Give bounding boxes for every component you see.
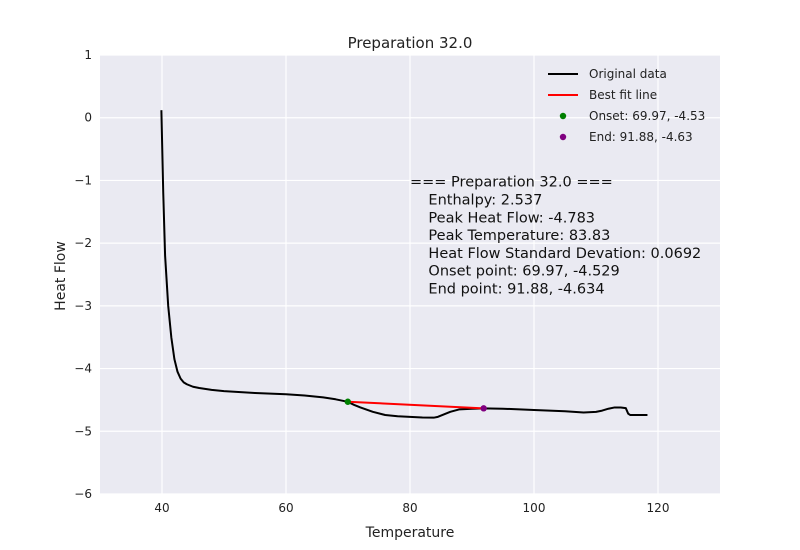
x-tick-label: 40 (154, 501, 169, 515)
y-axis-ticks: 1 0 −1 −2 −3 −4 −5 −6 (74, 48, 92, 501)
annotation-line: Enthalpy: 2.537 (410, 193, 542, 209)
legend-swatch (559, 112, 567, 120)
x-tick-label: 60 (278, 501, 293, 515)
annotation-line: Peak Temperature: 83.83 (410, 228, 610, 244)
y-tick-label: 0 (84, 111, 92, 125)
y-tick-label: 1 (84, 48, 92, 62)
y-tick-label: −4 (74, 362, 92, 376)
legend-entry: Onset: 69.97, -4.53 (589, 109, 705, 123)
grid (100, 54, 720, 495)
x-tick-label: 80 (402, 501, 417, 515)
onset-point (344, 398, 352, 405)
annotation-line: Peak Heat Flow: -4.783 (410, 210, 595, 226)
annotation-line: === Preparation 32.0 === (410, 175, 613, 191)
y-axis-label: Heat Flow (53, 241, 69, 311)
annotation-line: Heat Flow Standard Devation: 0.0692 (410, 246, 701, 262)
x-tick-label: 120 (647, 501, 670, 515)
stats-annotation: === Preparation 32.0 === Enthalpy: 2.537… (410, 175, 701, 298)
y-tick-label: −2 (74, 236, 92, 250)
legend: Original data Best fit line Onset: 69.97, … (548, 67, 705, 144)
series-layer (160, 110, 648, 419)
legend-entry: Best fit line (589, 88, 657, 102)
end-point (480, 405, 487, 412)
x-axis-label: Temperature (365, 525, 455, 541)
annotation-line: Onset point: 69.97, -4.529 (410, 264, 620, 280)
y-tick-label: −6 (74, 487, 92, 501)
best-fit-line (347, 400, 484, 410)
legend-swatch (559, 133, 567, 141)
y-tick-label: −3 (74, 299, 92, 313)
chart-title: Preparation 32.0 (348, 34, 473, 52)
annotation-line: End point: 91.88, -4.634 (410, 282, 605, 298)
legend-entry: End: 91.88, -4.63 (589, 130, 693, 144)
y-tick-label: −5 (74, 424, 92, 438)
legend-entry: Original data (589, 67, 667, 81)
x-axis-ticks: 40 60 80 100 120 (154, 501, 669, 515)
y-tick-label: −1 (74, 173, 92, 187)
x-tick-label: 100 (523, 501, 546, 515)
original-data-line (160, 110, 648, 419)
